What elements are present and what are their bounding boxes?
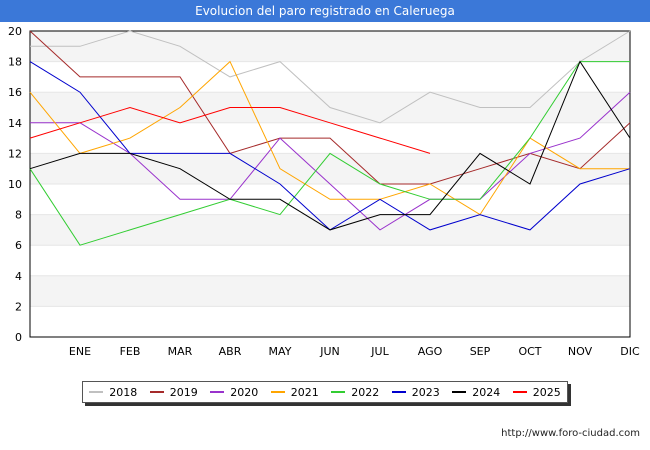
legend-item-2018: 2018 bbox=[89, 386, 137, 399]
x-tick-label: DIC bbox=[620, 345, 640, 358]
legend-label: 2023 bbox=[411, 385, 440, 399]
legend-label: 2019 bbox=[169, 385, 198, 399]
series-line-2022 bbox=[29, 61, 630, 246]
y-tick-label: 0 bbox=[15, 331, 22, 344]
legend-label: 2022 bbox=[351, 385, 380, 399]
grid-band bbox=[30, 275, 630, 307]
footer-url: http://www.foro-ciudad.com bbox=[501, 428, 640, 439]
legend-item-2021: 2021 bbox=[270, 385, 319, 399]
legend-label: 2024 bbox=[472, 385, 501, 399]
y-tick-label: 16 bbox=[8, 86, 22, 99]
x-tick-label: JUL bbox=[370, 345, 389, 358]
legend-item-2024: 2024 bbox=[452, 386, 500, 399]
y-tick-label: 14 bbox=[8, 117, 22, 130]
legend-swatch bbox=[270, 391, 285, 393]
legend-swatch bbox=[149, 391, 164, 393]
grid-band bbox=[30, 153, 630, 184]
x-tick-label: JUN bbox=[319, 345, 340, 358]
x-tick-label: ABR bbox=[219, 345, 242, 358]
legend-swatch bbox=[331, 391, 346, 393]
y-tick-label: 18 bbox=[8, 56, 22, 69]
series-line-2025 bbox=[29, 106, 431, 154]
legend-swatch bbox=[391, 391, 406, 393]
series-line-2018 bbox=[30, 30, 631, 124]
legend-swatch bbox=[89, 391, 104, 393]
y-tick-label: 12 bbox=[8, 147, 22, 160]
legend-item-2019: 2019 bbox=[149, 385, 198, 399]
legend-item-2025: 2025 bbox=[512, 385, 561, 399]
legend-item-2020: 2020 bbox=[210, 386, 258, 399]
y-tick-label: 2 bbox=[15, 300, 22, 313]
legend-swatch bbox=[512, 391, 527, 393]
legend-swatch bbox=[210, 391, 225, 393]
x-tick-label: NOV bbox=[568, 345, 593, 358]
chart-title: Evolucion del paro registrado en Calerue… bbox=[0, 0, 650, 22]
chart-legend: 2018 2019 2020 2021 2022 2023 2024 2025 bbox=[82, 381, 568, 403]
x-tick-label: SEP bbox=[470, 345, 491, 358]
legend-item-2022: 2022 bbox=[331, 386, 379, 399]
x-tick-label: OCT bbox=[518, 345, 541, 358]
line-chart: 0 2 4 6 8 10 12 14 16 18 20 ENE FEB MAR ABR MAY JUN JUL AG… bbox=[8, 25, 640, 358]
legend-label: 2025 bbox=[532, 385, 561, 399]
legend-swatch bbox=[452, 391, 467, 393]
grid-band bbox=[30, 245, 630, 276]
grid-band bbox=[30, 31, 630, 62]
y-tick-label: 4 bbox=[15, 270, 22, 283]
x-tick-label: MAY bbox=[269, 345, 292, 358]
y-tick-label: 20 bbox=[8, 25, 22, 38]
plot-border bbox=[29, 30, 631, 338]
legend-label: 2020 bbox=[230, 385, 259, 399]
y-tick-label: 6 bbox=[15, 239, 22, 252]
y-tick-label: 8 bbox=[15, 209, 22, 222]
x-tick-label: MAR bbox=[168, 345, 193, 358]
x-tick-label: AGO bbox=[418, 345, 443, 358]
legend-label: 2018 bbox=[109, 385, 138, 399]
series-line-2024 bbox=[29, 60, 631, 231]
y-tick-label: 10 bbox=[8, 178, 22, 191]
legend-item-2023: 2023 bbox=[391, 385, 440, 399]
legend-label: 2021 bbox=[290, 385, 319, 399]
grid-band bbox=[30, 306, 630, 337]
x-tick-label: FEB bbox=[120, 345, 141, 358]
x-tick-label: ENE bbox=[69, 345, 91, 358]
